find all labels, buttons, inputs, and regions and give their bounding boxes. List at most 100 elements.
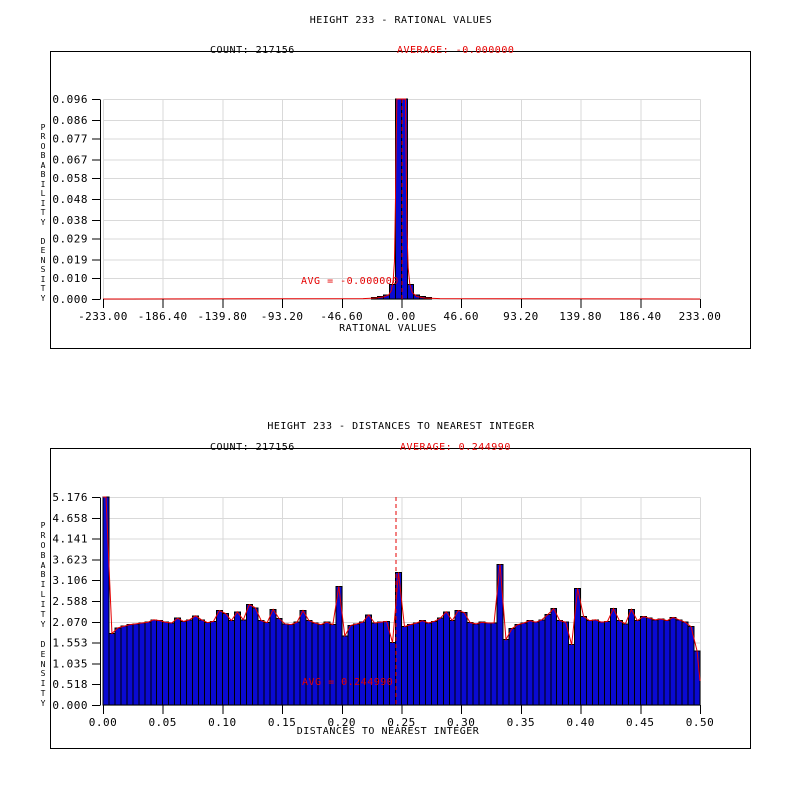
- x-tick-label: 0.10: [208, 716, 237, 729]
- y-axis-label-letter: T: [40, 208, 46, 218]
- x-tick-label: 0.15: [268, 716, 297, 729]
- y-tick-label: 0.029: [52, 233, 88, 246]
- y-tick-label: 2.070: [52, 616, 88, 629]
- y-axis-label-letter: L: [40, 590, 46, 600]
- x-tick-label: 0.00: [387, 310, 416, 323]
- x-tick-label: 0.25: [387, 716, 416, 729]
- density-curve: [102, 98, 701, 300]
- x-tick-label: 186.40: [619, 310, 662, 323]
- histogram-bars: [102, 496, 701, 706]
- y-axis-label-letter: N: [40, 255, 46, 265]
- top-chart-avg-annotation: AVG = -0.000000: [301, 276, 399, 287]
- y-axis-label-letter: O: [40, 540, 46, 550]
- x-tick-label: 0.35: [507, 716, 536, 729]
- tick-labels: 0.00 0.05 0.10 0.15 0.20 0.25 0.30 0.35 0.40 0.45…: [52, 491, 715, 729]
- axis-ticks: [92, 497, 701, 714]
- y-axis-label-letter: N: [40, 659, 46, 669]
- axis-ticks: [92, 99, 701, 308]
- x-tick-label: -46.60: [320, 310, 363, 323]
- y-axis-label-letter: I: [40, 198, 46, 208]
- y-axis-label-letter: T: [40, 284, 46, 294]
- y-tick-label: 0.000: [52, 293, 88, 306]
- y-axis-label-letter: D: [40, 236, 46, 246]
- y-axis-label-letter: B: [40, 170, 46, 180]
- y-axis-label-letter: A: [40, 560, 46, 570]
- bottom-chart-count-label: COUNT: 217156: [210, 442, 295, 453]
- x-tick-label: 93.20: [503, 310, 539, 323]
- y-axis-label-letter: R: [40, 530, 46, 540]
- y-axis-label-letter: A: [40, 160, 46, 170]
- chart-frame: [50, 448, 751, 749]
- y-tick-label: 0.077: [52, 133, 88, 146]
- top-chart-average-label: AVERAGE: -0.000000: [397, 45, 515, 56]
- y-axis-label-letter: I: [40, 580, 46, 590]
- y-axis-label-letter: Y: [40, 619, 46, 629]
- y-axis-label-letter: Y: [40, 293, 46, 303]
- bottom-chart-average-label: AVERAGE: 0.244990: [400, 442, 511, 453]
- top-chart: -233.00 -186.40 -139.80 -93.20 -46.60 0.00 46.…: [50, 51, 751, 349]
- y-axis-label-letter: S: [40, 265, 46, 275]
- y-tick-label: 1.553: [52, 637, 88, 650]
- top-chart-count-label: COUNT: 217156: [210, 45, 295, 56]
- x-tick-label: 46.60: [443, 310, 479, 323]
- x-tick-label: -233.00: [78, 310, 128, 323]
- x-tick-label: 0.30: [447, 716, 476, 729]
- y-tick-label: 2.588: [52, 595, 88, 608]
- bottom-chart-xaxis-label: DISTANCES TO NEAREST INTEGER: [296, 726, 480, 737]
- y-axis-label-letter: E: [40, 649, 46, 659]
- y-tick-label: 3.106: [52, 574, 88, 587]
- y-axis-label-letter: P: [40, 123, 46, 132]
- y-axis-label-letter: P: [40, 521, 46, 530]
- y-tick-label: 0.086: [52, 114, 88, 127]
- y-axis-label-letter: E: [40, 246, 46, 256]
- y-tick-label: 0.096: [52, 93, 88, 106]
- y-tick-label: 5.176: [52, 491, 88, 504]
- y-tick-label: 0.048: [52, 193, 88, 206]
- x-tick-label: 139.80: [559, 310, 602, 323]
- density-curve: [103, 496, 701, 681]
- x-tick-label: -186.40: [138, 310, 188, 323]
- y-tick-label: 0.010: [52, 272, 88, 285]
- y-axis-label-letter: D: [40, 639, 46, 649]
- y-axis-label-letter: Y: [40, 699, 46, 709]
- x-tick-label: -139.80: [197, 310, 247, 323]
- bottom-chart: 0.00 0.05 0.10 0.15 0.20 0.25 0.30 0.35 0.40 0.45…: [50, 448, 751, 749]
- y-tick-label: 4.658: [52, 512, 88, 525]
- bottom-chart-avg-annotation: AVG = 0.244990: [302, 677, 394, 688]
- x-tick-label: 0.50: [686, 716, 715, 729]
- top-chart-xaxis-label: RATIONAL VALUES: [339, 323, 437, 334]
- y-axis-label-letter: I: [40, 179, 46, 189]
- y-axis-label-letter: B: [40, 550, 46, 560]
- y-axis-label-letter: Y: [40, 217, 46, 227]
- y-tick-label: 0.038: [52, 214, 88, 227]
- y-axis-label-letter: I: [40, 679, 46, 689]
- y-tick-label: 0.000: [52, 699, 88, 712]
- y-axis-label-letter: T: [40, 689, 46, 699]
- chart-frame: [50, 51, 751, 349]
- y-axis-label-letter: L: [40, 189, 46, 199]
- x-tick-label: 0.40: [566, 716, 595, 729]
- y-tick-label: 0.058: [52, 172, 88, 185]
- y-axis-label-letter: B: [40, 570, 46, 580]
- y-axis-label-letter: S: [40, 669, 46, 679]
- x-tick-label: -93.20: [261, 310, 304, 323]
- y-axis-label-letter: T: [40, 610, 46, 620]
- y-axis-label-letter: I: [40, 274, 46, 284]
- x-tick-label: 0.20: [328, 716, 357, 729]
- x-tick-label: 0.00: [89, 716, 118, 729]
- y-axis-label-letter: O: [40, 141, 46, 151]
- tick-labels: -233.00 -186.40 -139.80 -93.20 -46.60 0.00 46.…: [52, 93, 721, 323]
- x-tick-label: 0.05: [148, 716, 177, 729]
- x-tick-label: 0.45: [626, 716, 655, 729]
- y-axis-label-letter: B: [40, 151, 46, 161]
- y-tick-label: 1.035: [52, 657, 88, 670]
- bottom-chart-title: HEIGHT 233 - DISTANCES TO NEAREST INTEGE…: [267, 421, 535, 432]
- y-tick-label: 0.019: [52, 253, 88, 266]
- top-chart-title: HEIGHT 233 - RATIONAL VALUES: [309, 15, 493, 26]
- y-tick-label: 0.518: [52, 678, 88, 691]
- y-axis-label-letter: R: [40, 132, 46, 142]
- y-axis-label-letter: I: [40, 600, 46, 610]
- y-tick-label: 0.067: [52, 153, 88, 166]
